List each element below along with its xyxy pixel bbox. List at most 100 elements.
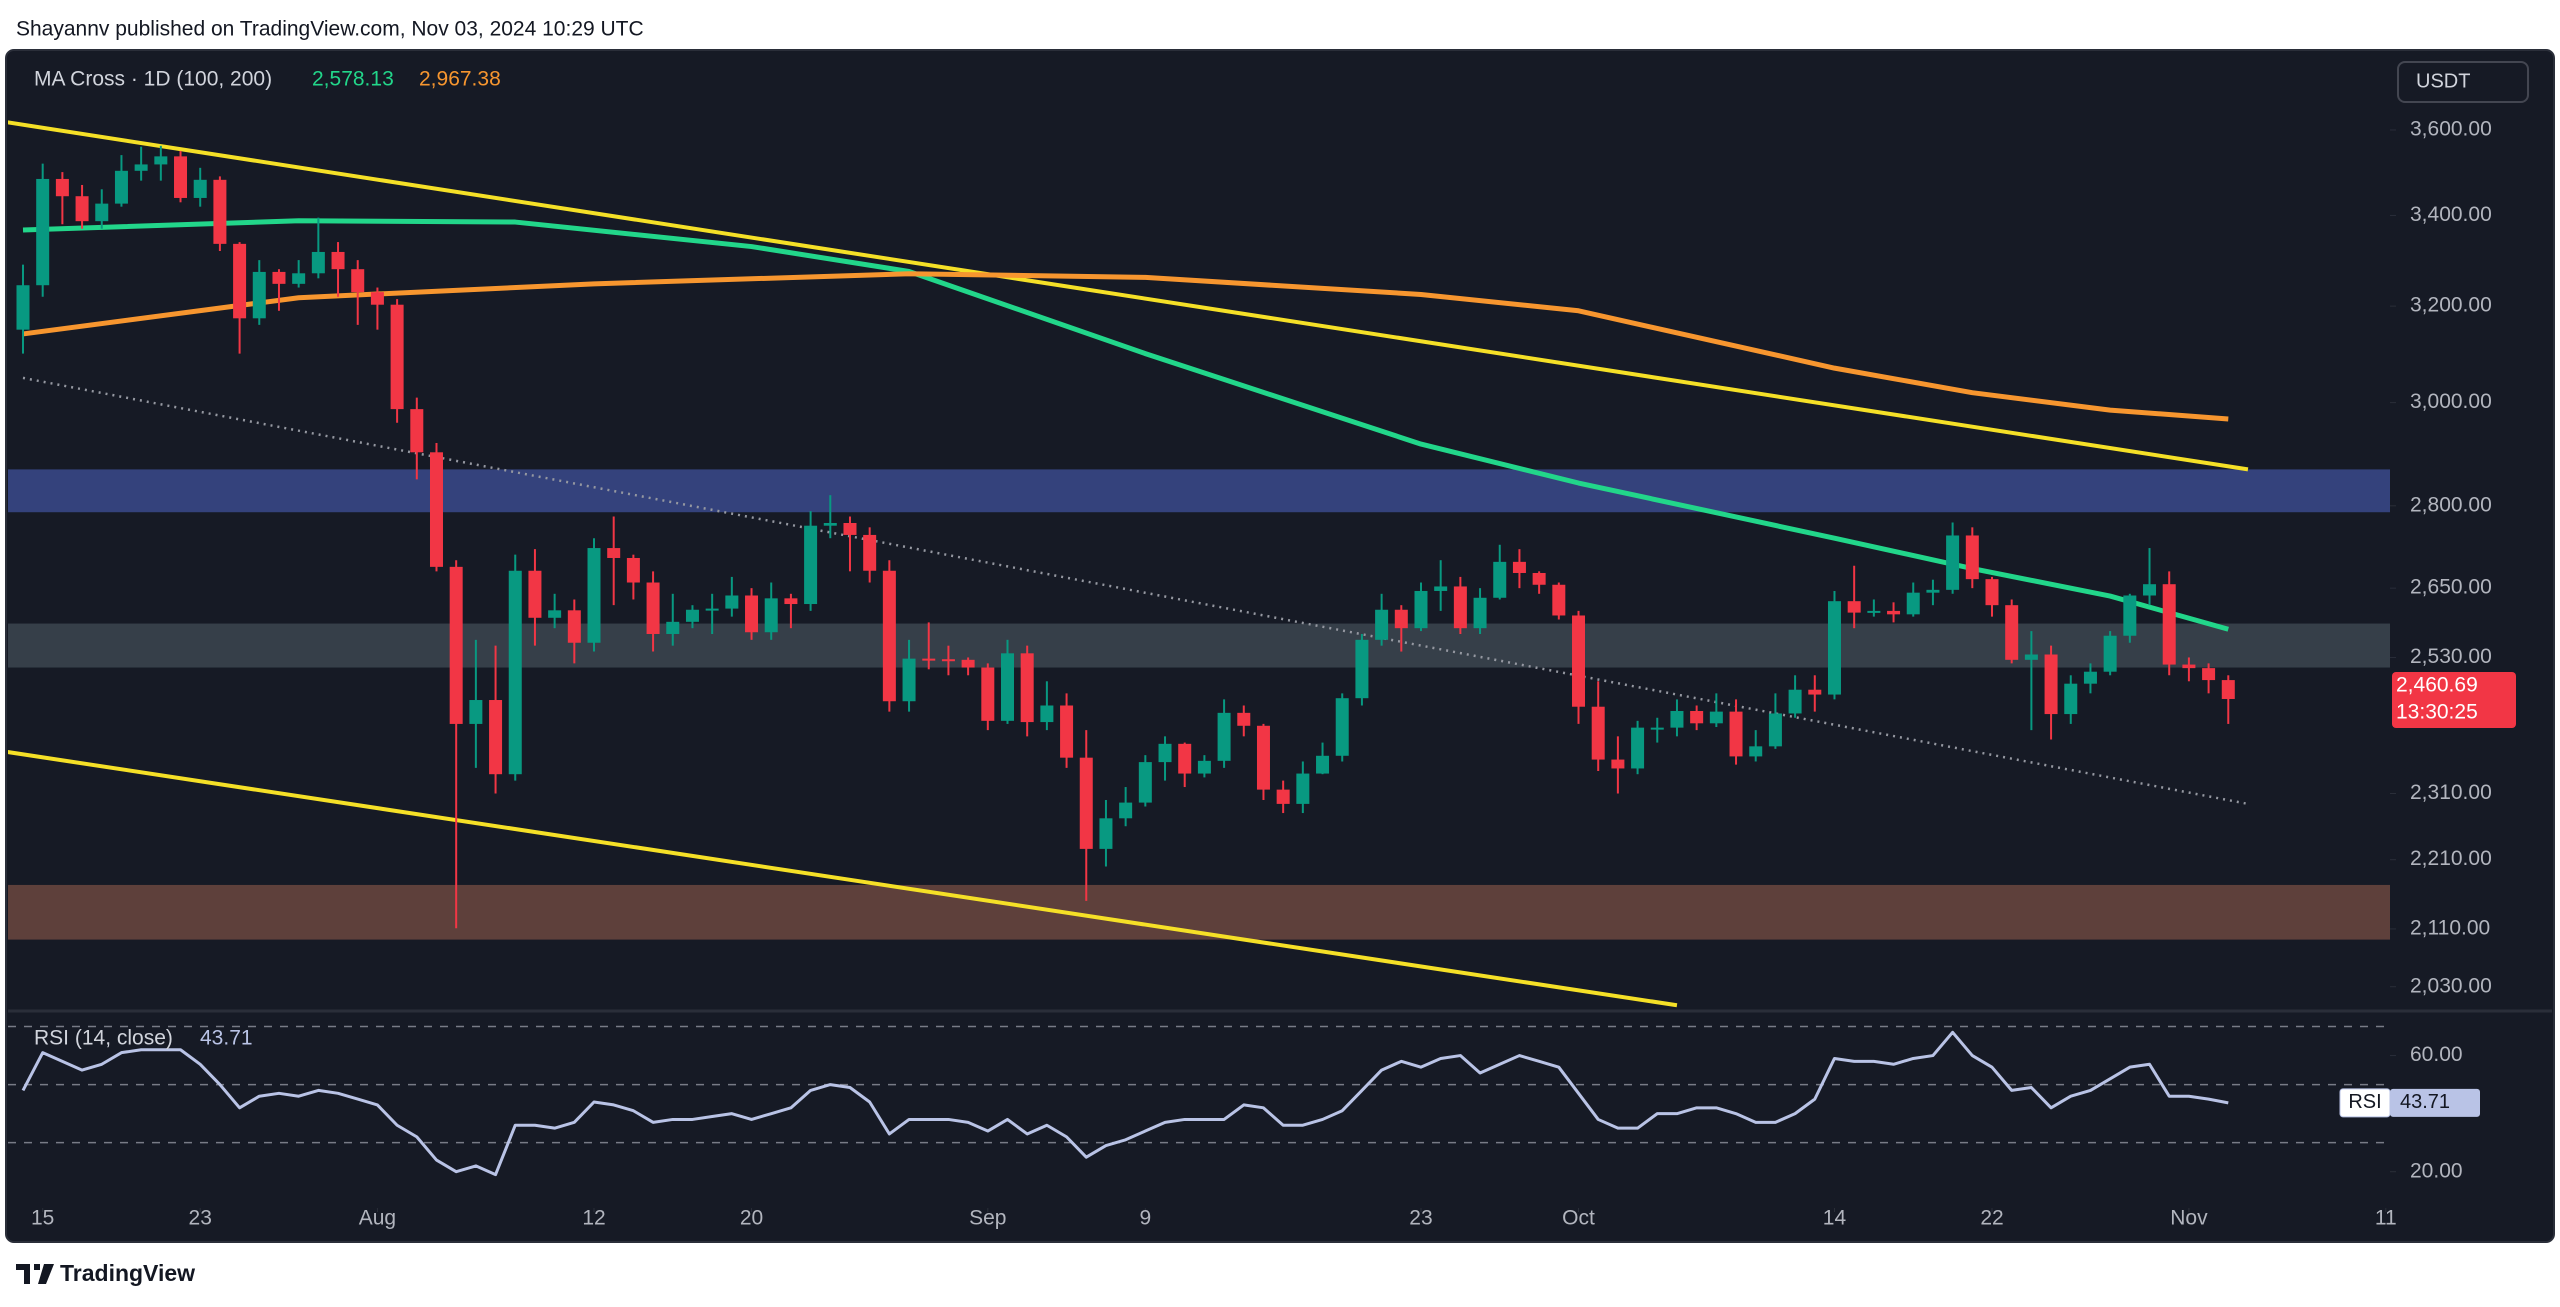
candle-body <box>922 658 936 661</box>
candle-body <box>1394 609 1408 629</box>
candle-body <box>429 452 443 567</box>
x-tick-label: 23 <box>189 1207 212 1230</box>
candle-body <box>1020 653 1034 723</box>
candle-body <box>1178 743 1192 774</box>
candle-body <box>351 269 365 293</box>
candle-body <box>2083 671 2097 684</box>
x-tick-label: 15 <box>31 1207 54 1230</box>
x-tick-label: 11 <box>2375 1207 2397 1230</box>
candle-body <box>2143 584 2157 596</box>
candle-body <box>1552 584 1566 616</box>
candle-body <box>626 557 640 583</box>
candle-body <box>1532 572 1546 585</box>
candle-body <box>1355 639 1369 699</box>
candle-body <box>981 667 995 721</box>
candle-body <box>528 570 542 618</box>
candle-body <box>2202 668 2216 681</box>
candle-body <box>863 534 877 571</box>
candle-body <box>36 178 50 286</box>
candle-body <box>508 570 522 775</box>
candle-body <box>272 271 286 284</box>
candle-body <box>1965 535 1979 580</box>
candle-body <box>1591 706 1605 760</box>
candle-body <box>390 304 404 410</box>
candle-body <box>1572 615 1586 707</box>
rsi-tag-value: 43.71 <box>2400 1091 2450 1113</box>
candle-body <box>1709 711 1723 724</box>
candle-body <box>1316 755 1330 774</box>
candle-body <box>764 598 778 633</box>
candle-body <box>252 271 266 319</box>
x-tick-label: Nov <box>2170 1207 2208 1230</box>
candle-body <box>55 178 69 197</box>
candle-body <box>1493 561 1507 598</box>
rsi-legend-value: 43.71 <box>200 1027 253 1050</box>
candle-body <box>1197 760 1211 774</box>
overlay: MA Cross · 1D (100, 200) 2,578.13 2,967.… <box>31 61 2529 1230</box>
candle-body <box>1414 590 1428 629</box>
candle-body <box>233 243 247 319</box>
y-tick-label: 2,530.00 <box>2410 645 2492 668</box>
y-tick-label: 2,210.00 <box>2410 847 2492 870</box>
last-price-label: 2,460.69 <box>2396 674 2478 697</box>
candle-body <box>784 598 798 605</box>
rsi-y-tick-label: 20.00 <box>2410 1159 2463 1182</box>
candle-body <box>1650 727 1664 730</box>
candle-body <box>331 251 345 270</box>
candle-body <box>823 522 837 526</box>
rsi-y-tick-label: 60.00 <box>2410 1043 2463 1066</box>
candle-body <box>1670 711 1684 728</box>
candle-body <box>75 196 89 222</box>
candle-body <box>1296 773 1310 804</box>
currency-box[interactable] <box>2397 61 2529 103</box>
candle-body <box>2044 654 2058 715</box>
candle-body <box>2064 683 2078 715</box>
countdown-label: 13:30:25 <box>2396 701 2478 724</box>
x-tick-label: 23 <box>1409 1207 1432 1230</box>
candle-body <box>567 610 581 643</box>
candle-body <box>646 582 660 634</box>
candle-body <box>1808 689 1822 695</box>
last-price-tag <box>2392 671 2516 728</box>
y-tick-label: 3,200.00 <box>2410 294 2492 317</box>
candle-body <box>154 156 168 165</box>
rsi-line <box>21 1030 2229 1177</box>
candle-body <box>1611 759 1625 769</box>
x-tick-label: 20 <box>740 1207 763 1230</box>
candle-body <box>193 179 207 198</box>
ma100-value: 2,578.13 <box>312 68 394 91</box>
y-tick-label: 3,400.00 <box>2410 203 2492 226</box>
candle-body <box>1631 727 1645 769</box>
x-tick-label: 22 <box>1980 1207 2003 1230</box>
x-tick-label: Oct <box>1562 1207 1595 1230</box>
candle-body <box>1276 789 1290 804</box>
candle-body <box>1946 535 1960 590</box>
x-tick-label: 12 <box>582 1207 605 1230</box>
candle-body <box>2162 584 2176 665</box>
y-tick-label: 3,600.00 <box>2410 118 2492 141</box>
candle-body <box>1690 711 1704 724</box>
rsi-tag-name: RSI <box>2348 1091 2381 1113</box>
candle-body <box>1847 601 1861 613</box>
trend-line <box>8 750 1678 1008</box>
candle-body <box>1217 712 1231 761</box>
candle-body <box>961 659 975 668</box>
candle-body <box>1926 589 1940 593</box>
candle-body <box>1473 597 1487 629</box>
logo-icon <box>16 1264 54 1284</box>
candle-body <box>95 203 109 222</box>
candle-body <box>685 609 699 622</box>
y-tick-label: 2,650.00 <box>2410 576 2492 599</box>
candle-body <box>1001 653 1014 721</box>
candle-body <box>607 548 621 558</box>
candle-body <box>1138 762 1152 803</box>
zone <box>8 469 2390 513</box>
candle-body <box>804 525 818 605</box>
candle-body <box>2182 664 2196 669</box>
candle-body <box>1335 698 1349 756</box>
moving-average <box>22 271 2229 422</box>
moving-average <box>22 218 2229 632</box>
candle-body <box>1906 592 1920 615</box>
candle-body <box>1040 705 1054 723</box>
